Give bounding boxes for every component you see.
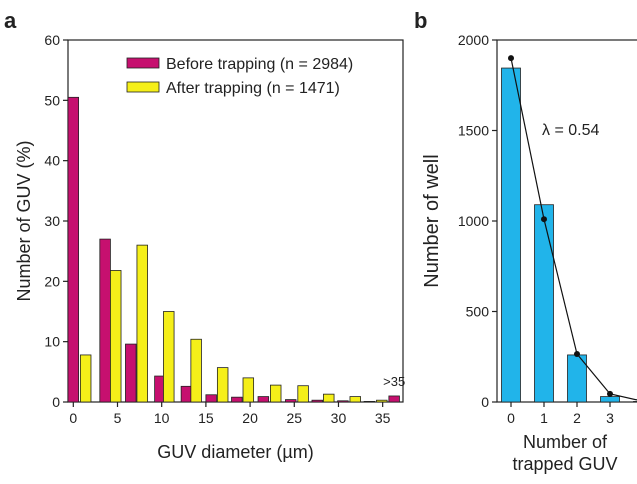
- bar-before-trapping: [285, 399, 297, 403]
- poisson-fit-line: [510, 57, 637, 401]
- x-tick-label: 0: [507, 410, 515, 426]
- x-tick-label: 2: [573, 410, 581, 426]
- poisson-fit-point: [607, 390, 613, 397]
- bar-after-trapping: [323, 393, 335, 403]
- y-tick-label: 0: [52, 394, 60, 410]
- bar-before-trapping: [257, 396, 270, 403]
- bar-before-trapping: [363, 400, 376, 403]
- well-count-bar: [600, 396, 620, 403]
- x-tick-label: 15: [198, 410, 214, 426]
- bar-before-trapping: [67, 96, 80, 403]
- bar-after-trapping: [216, 367, 229, 403]
- histogram-panel: 0 10 20 30 40 50 60 0 5 10 15 20 25 30 35 GUV diameter …: [14, 32, 405, 462]
- bar-after-trapping: [163, 311, 175, 403]
- x-axis-label: Number of: [523, 432, 608, 452]
- legend-label: Before trapping (n = 2984): [166, 56, 353, 73]
- x-tick-label: 5: [114, 410, 122, 426]
- poisson-fit-point: [508, 55, 514, 62]
- well-count-bar: [633, 401, 637, 403]
- y-tick-label: 40: [44, 153, 60, 169]
- lambda-annotation: λ = 0.54: [542, 122, 599, 139]
- x-tick-label: 1: [540, 410, 548, 426]
- y-tick-label: 2000: [458, 32, 489, 48]
- overflow-bin-annotation: >35: [383, 374, 405, 389]
- y-axis-label: Number of GUV (%): [14, 140, 34, 301]
- y-tick-label: 1500: [458, 123, 489, 139]
- bar-after-trapping: [297, 385, 309, 403]
- well-count-bar: [501, 67, 521, 403]
- x-tick-label: 10: [154, 410, 170, 426]
- legend-swatch: [126, 81, 160, 93]
- y-axis-label: Number of well: [421, 154, 443, 287]
- poisson-fit-point: [541, 216, 547, 223]
- x-axis-label: GUV diameter (µm): [157, 442, 313, 462]
- y-tick-label: 50: [44, 92, 60, 108]
- bar-after-trapping: [376, 399, 388, 403]
- bar-after-trapping: [270, 384, 282, 403]
- bar-after-trapping: [242, 377, 255, 403]
- bar-before-trapping: [125, 343, 137, 403]
- well-count-bar: [534, 204, 554, 403]
- x-axis-label: trapped GUV: [512, 454, 617, 474]
- x-tick-label: 25: [286, 410, 302, 426]
- bar-after-trapping: [110, 270, 122, 403]
- bar-after-trapping: [190, 338, 202, 403]
- y-tick-label: 10: [44, 334, 60, 350]
- x-tick-label: 3: [606, 410, 614, 426]
- panel-b-label: b: [414, 8, 427, 33]
- y-tick-label: 20: [44, 273, 60, 289]
- y-tick-label: 0: [481, 394, 489, 410]
- legend-swatch: [126, 57, 160, 69]
- bar-after-trapping: [136, 244, 148, 403]
- bar-before-trapping: [180, 385, 193, 403]
- bar-before-trapping: [388, 395, 400, 403]
- x-tick-label: 0: [69, 410, 77, 426]
- bar-before-trapping: [99, 238, 111, 403]
- y-tick-label: 60: [44, 32, 60, 48]
- bar-after-trapping: [349, 396, 361, 403]
- panel-a-label: a: [4, 8, 17, 33]
- x-tick-label: 35: [375, 410, 391, 426]
- poisson-fit-point: [574, 351, 580, 358]
- bar-after-trapping: [79, 354, 92, 403]
- legend: Before trapping (n = 2984) After trapping…: [126, 56, 353, 97]
- x-tick-label: 20: [242, 410, 258, 426]
- x-tick-label: 30: [331, 410, 347, 426]
- legend-label: After trapping (n = 1471): [166, 80, 340, 97]
- y-tick-label: 500: [466, 304, 490, 320]
- y-tick-label: 1000: [458, 213, 489, 229]
- y-tick-label: 30: [44, 213, 60, 229]
- bar-before-trapping: [337, 400, 349, 403]
- bar-before-trapping: [231, 396, 243, 403]
- bar-before-trapping: [205, 394, 217, 403]
- bar-before-trapping: [311, 399, 323, 403]
